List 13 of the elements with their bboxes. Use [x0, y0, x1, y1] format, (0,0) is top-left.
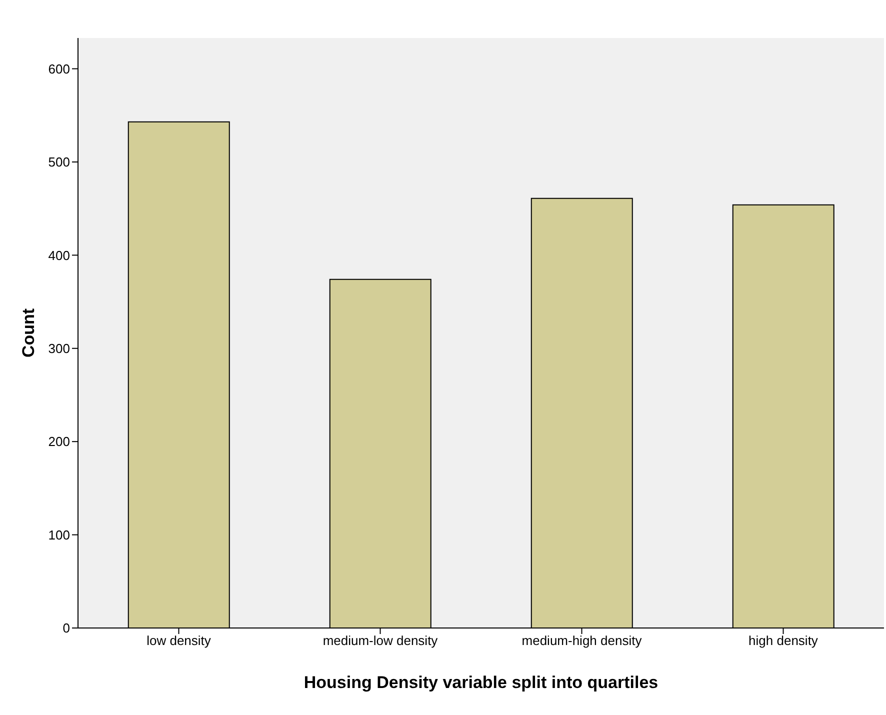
y-tick-label: 0	[62, 620, 70, 636]
y-tick-label: 100	[48, 527, 70, 542]
x-tick-label: medium-low density	[322, 633, 438, 648]
y-tick-label: 500	[48, 154, 70, 170]
y-tick-label: 400	[48, 248, 70, 263]
x-tick-label: low density	[146, 633, 212, 648]
y-tick-label: 600	[48, 61, 70, 76]
y-tick-label: 300	[48, 340, 70, 356]
x-axis-title: Housing Density variable split into quartiles	[304, 673, 658, 692]
x-tick-label: medium-high density	[522, 633, 642, 648]
y-axis-title: Count	[19, 308, 38, 358]
x-tick-label: high density	[748, 633, 818, 648]
y-tick-label: 200	[48, 434, 70, 450]
